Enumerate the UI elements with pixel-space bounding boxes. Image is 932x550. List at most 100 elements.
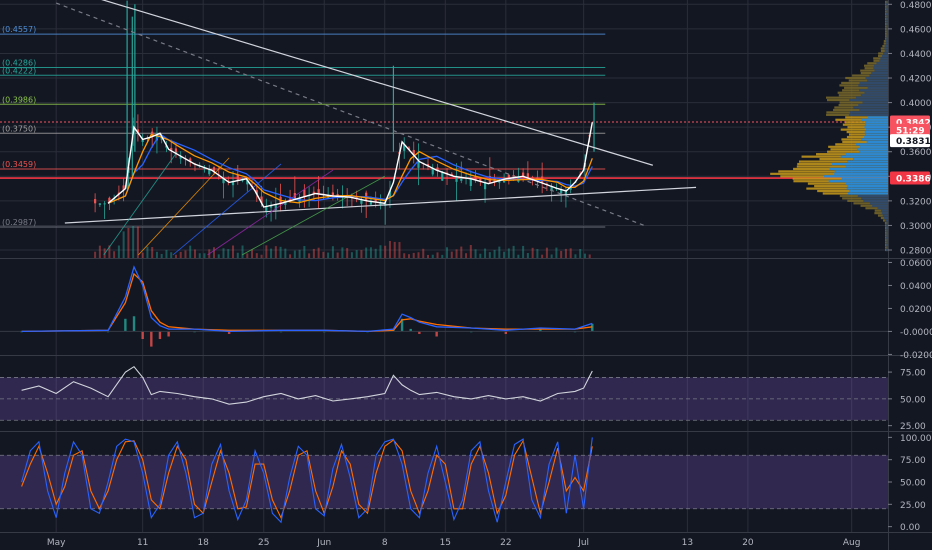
volume-profile-bar-buy	[855, 96, 888, 99]
price-tick-label: 0.4400	[900, 50, 932, 60]
volume-bar	[265, 245, 268, 258]
candle-body	[284, 202, 287, 205]
volume-profile-bar	[799, 160, 888, 163]
macd-histogram-bar	[435, 331, 438, 337]
volume-bar	[331, 246, 334, 258]
volume-bar	[560, 250, 563, 258]
price-badge	[890, 171, 930, 185]
fan-line	[241, 175, 385, 256]
candle-body	[531, 177, 534, 180]
price-badge	[890, 123, 930, 137]
time-axis[interactable]: May 11 18 25 Jun 8 15 22 Jul 13 20 Aug	[47, 538, 861, 548]
time-tick-label: 25	[258, 538, 269, 548]
volume-bar	[132, 226, 135, 258]
volume-profile-bar	[885, 25, 888, 28]
fib-level-label: (0.4557)	[2, 25, 36, 34]
candle-body	[103, 203, 106, 205]
volume-profile-bar-buy	[849, 111, 888, 114]
price-tick-label: 0.3600	[900, 148, 932, 158]
macd-histogram-bar	[409, 328, 412, 332]
volume-bar	[384, 245, 387, 258]
price-pane[interactable]	[55, 0, 697, 258]
volume-bar	[436, 252, 439, 258]
volume-profile-bar-buy	[859, 89, 888, 92]
candle-body	[212, 167, 216, 172]
candle-body	[483, 182, 487, 190]
volume-bar	[427, 254, 430, 258]
volume-profile-bar-buy	[886, 244, 888, 247]
candle-body	[522, 172, 525, 177]
candle-body	[564, 190, 568, 196]
volume-bar	[179, 251, 182, 258]
volume-bar	[393, 241, 396, 258]
candle-body	[369, 201, 373, 205]
volume-profile-bar-buy	[881, 54, 888, 57]
fibonacci-levels: (0.4557) (0.4286)(0.4222) (0.3986) (0.3750)…	[0, 25, 888, 228]
volume-profile-bar	[844, 86, 888, 89]
volume-bar	[122, 231, 125, 258]
macd-pane[interactable]	[0, 265, 888, 347]
volume-bar	[146, 246, 149, 258]
volume-profile-bar	[885, 30, 888, 33]
macd-histogram-bar	[539, 328, 542, 332]
fan-line	[103, 151, 178, 256]
volume-profile-bar-buy	[831, 162, 888, 166]
candle-body	[122, 185, 125, 191]
volume-bar	[479, 253, 482, 258]
volume-profile-bar-buy	[861, 118, 888, 121]
volume-bar	[431, 254, 434, 258]
volume-bar	[317, 247, 320, 258]
price-tick-label: 0.2800	[900, 247, 932, 257]
volume-profile-bar-buy	[886, 10, 888, 13]
candle-body	[331, 192, 334, 196]
price-axes[interactable]: 0.48000.46000.44000.42000.40000.38000.36…	[888, 1, 932, 533]
volume-bar	[322, 251, 325, 258]
rsi-pane[interactable]	[0, 365, 888, 421]
volume-profile-bar	[885, 35, 888, 38]
volume-bar	[536, 249, 539, 258]
volume-profile-bar-buy	[883, 216, 888, 220]
stoch-tick-label: 100.00	[900, 434, 932, 444]
candle-body	[231, 181, 235, 186]
candle-body	[94, 199, 97, 204]
volume-profile-bar-buy	[883, 52, 888, 55]
volume-profile-bar	[874, 212, 888, 215]
volume-profile-bar-buy	[886, 241, 888, 244]
volume-bar	[474, 249, 477, 258]
volume-bar	[94, 251, 97, 258]
price-tick-label: 0.3000	[900, 222, 932, 232]
stochastic-pane[interactable]	[0, 437, 888, 524]
volume-bar	[517, 254, 520, 258]
candle-body	[208, 169, 211, 175]
volume-profile-bar-buy	[841, 177, 888, 180]
rsi-tick-label: 50.00	[900, 395, 926, 405]
volume-bar	[241, 245, 244, 258]
candle-body	[98, 203, 101, 205]
macd-tick-label: 0.0600	[900, 259, 932, 269]
macd-histogram-bar	[141, 331, 144, 340]
volume-bar	[274, 246, 277, 258]
volume-profile-bar-buy	[884, 47, 888, 50]
volume-bar	[160, 253, 163, 258]
volume-profile-bar	[770, 172, 888, 175]
volume-profile-bar-buy	[882, 214, 888, 217]
volume-bar	[117, 245, 120, 258]
volume-bar	[193, 249, 196, 258]
volume-profile-bar-buy	[886, 13, 888, 16]
candle-body	[141, 139, 144, 143]
volume-profile-bar-buy	[880, 57, 888, 60]
candle-body	[355, 196, 358, 199]
macd-line	[21, 265, 593, 333]
volume-bar	[465, 253, 468, 258]
stoch-tick-label: 0.00	[900, 523, 920, 533]
candle-body	[436, 167, 439, 171]
volume-profile	[770, 0, 888, 252]
fan-line	[138, 157, 230, 256]
volume-bar	[251, 249, 254, 258]
volume-bar	[232, 245, 235, 258]
volume-bar	[369, 247, 372, 258]
volume-profile-bar-buy	[859, 145, 888, 148]
volume-profile-bar	[883, 40, 888, 43]
candle-body	[403, 144, 406, 151]
